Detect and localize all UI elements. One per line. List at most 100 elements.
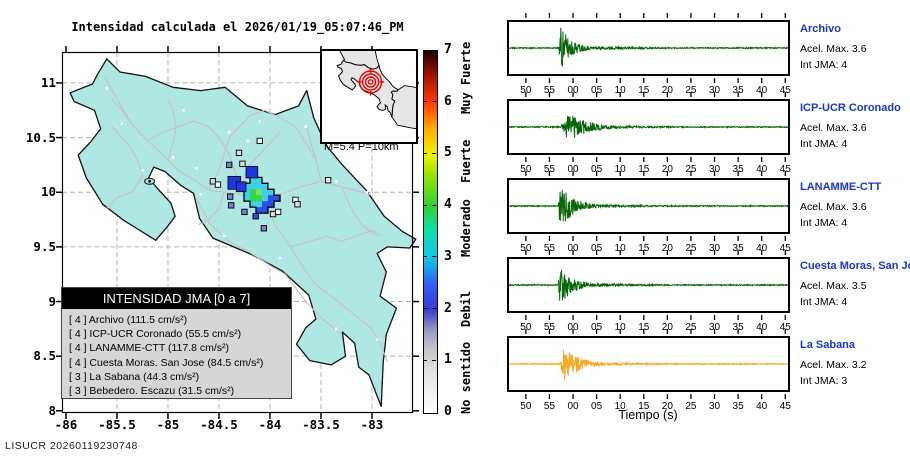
town-dot bbox=[199, 193, 202, 196]
road bbox=[340, 186, 378, 237]
wave-x-tick-label: 45 bbox=[779, 401, 791, 412]
station-marker bbox=[214, 181, 222, 188]
road bbox=[111, 98, 133, 125]
intensity-cell-strong bbox=[235, 181, 247, 193]
wave-frame bbox=[507, 178, 790, 234]
intensity-cell bbox=[262, 183, 269, 190]
legend-header: INTENSIDAD JMA [0 a 7] bbox=[62, 288, 291, 309]
town-dot bbox=[181, 108, 185, 112]
road bbox=[198, 192, 225, 226]
town-dot bbox=[375, 338, 379, 342]
x-tick-label: -84 bbox=[258, 417, 282, 432]
seismogram-panel bbox=[506, 13, 790, 83]
station-marker bbox=[324, 177, 332, 184]
station-name: Archivo bbox=[800, 23, 841, 35]
legend-row: [ 4 ] LANAMME-CTT (117.8 cm/s²) bbox=[69, 342, 230, 355]
colorbar-tick bbox=[432, 101, 436, 103]
intensity-cell bbox=[267, 189, 275, 196]
wave-x-tick-label: 20 bbox=[661, 85, 673, 96]
intensity-cell bbox=[249, 189, 257, 196]
colorbar-tick bbox=[432, 152, 436, 154]
accel-max-label: Acel. Max. 3.5 bbox=[800, 280, 867, 292]
town-dot bbox=[334, 180, 338, 183]
x-tick-label: -85.5 bbox=[98, 417, 136, 432]
wave-x-tick-label: 40 bbox=[756, 243, 768, 254]
town-dot bbox=[105, 87, 109, 90]
seismogram-panel bbox=[506, 92, 791, 162]
wave-x-tick-label: 25 bbox=[685, 243, 697, 254]
x-tick-label: -86 bbox=[54, 417, 78, 432]
wave-x-tick-label: 20 bbox=[661, 322, 673, 333]
map-title: Intensidad calculada el 2026/01/19_05:07… bbox=[71, 20, 404, 34]
int-jma-label: Int JMA: 3 bbox=[800, 375, 848, 387]
y-tick-label: 9.5 bbox=[33, 238, 56, 254]
waveform-trace bbox=[506, 349, 790, 381]
seismogram-panel bbox=[506, 250, 791, 320]
wave-x-tick-label: 35 bbox=[732, 85, 744, 96]
colorbar-tick bbox=[423, 359, 427, 361]
station-marker bbox=[256, 137, 263, 145]
wave-x-tick-label: 40 bbox=[756, 164, 768, 175]
road bbox=[238, 131, 281, 195]
wave-frame bbox=[507, 257, 790, 313]
legend-rows: [ 4 ] Archivo (111.5 cm/s²) [ 4 ] ICP-UCR… bbox=[62, 309, 291, 398]
intensity-cell bbox=[256, 207, 263, 214]
int-jma-label: Int JMA: 4 bbox=[800, 59, 848, 71]
road bbox=[264, 200, 388, 362]
town-dot bbox=[365, 190, 369, 194]
intensity-patch-outline bbox=[243, 176, 281, 214]
wave-x-tick-label: 10 bbox=[614, 322, 626, 333]
wave-x-tick-label: 00 bbox=[567, 243, 579, 254]
wave-frame bbox=[507, 20, 790, 76]
intensity-cell bbox=[262, 207, 269, 214]
time-axis-label: Tiempo (s) bbox=[618, 408, 678, 422]
footer-id: LISUCR 20260119230748 bbox=[5, 440, 138, 452]
colorbar-tick bbox=[432, 204, 436, 206]
wave-x-tick-label: 25 bbox=[685, 401, 697, 412]
wave-x-tick-label: 15 bbox=[638, 401, 650, 412]
wave-x-tick-label: 20 bbox=[661, 164, 673, 175]
int-jma-label: Int JMA: 4 bbox=[800, 296, 848, 308]
colorbar-tick-label: 6 bbox=[444, 93, 452, 109]
y-tick-label: 10 bbox=[40, 184, 56, 200]
wave-x-tick-label: 20 bbox=[661, 401, 673, 412]
station-marker bbox=[226, 161, 233, 169]
intensity-cell bbox=[262, 201, 269, 208]
station-name: Cuesta Moras, San Jose bbox=[800, 260, 910, 272]
intensity-cell bbox=[256, 201, 263, 208]
wave-x-tick-label: 55 bbox=[543, 164, 555, 175]
intensity-cell bbox=[273, 195, 281, 202]
waveform-trace bbox=[506, 27, 790, 67]
town-dot bbox=[171, 155, 175, 159]
station-marker bbox=[274, 208, 282, 216]
accel-max-label: Acel. Max. 3.2 bbox=[800, 359, 867, 371]
wave-x-tick-label: 50 bbox=[520, 401, 532, 412]
wave-x-tick-label: 05 bbox=[591, 401, 603, 412]
colorbar-tick bbox=[423, 308, 427, 310]
costa-rica-landmass bbox=[69, 58, 417, 408]
wave-x-tick-label: 55 bbox=[543, 85, 555, 96]
int-jma-label: Int JMA: 4 bbox=[800, 138, 848, 150]
waveform-trace bbox=[506, 189, 790, 222]
station-name: La Sabana bbox=[800, 339, 856, 351]
wave-x-tick-label: 50 bbox=[520, 243, 532, 254]
legend-row: [ 3 ] La Sabana (44.3 cm/s²) bbox=[69, 370, 200, 383]
intensity-cell bbox=[256, 183, 263, 190]
x-tick-label: -83 bbox=[360, 417, 384, 432]
wave-frame bbox=[507, 99, 790, 155]
station-marker bbox=[235, 149, 243, 157]
colorbar-category-label: Muy Fuerte bbox=[459, 42, 473, 115]
wave-x-tick-label: 55 bbox=[543, 401, 555, 412]
legend-row: [ 4 ] ICP-UCR Coronado (55.5 cm/s²) bbox=[69, 328, 242, 341]
wave-x-tick-label: 10 bbox=[614, 401, 626, 412]
town-dot bbox=[141, 169, 144, 172]
x-tick-label: -85 bbox=[156, 417, 180, 432]
wave-x-tick-label: 10 bbox=[614, 243, 626, 254]
colorbar-tick bbox=[423, 256, 427, 258]
legend-row: [ 4 ] Archivo (111.5 cm/s²) bbox=[69, 314, 188, 326]
wave-x-tick-label: 40 bbox=[756, 85, 768, 96]
wave-x-tick-label: 05 bbox=[591, 164, 603, 175]
y-tick-label: 10.5 bbox=[25, 129, 56, 145]
wave-x-tick-label: 55 bbox=[543, 243, 555, 254]
epicenter-ring bbox=[361, 73, 380, 91]
